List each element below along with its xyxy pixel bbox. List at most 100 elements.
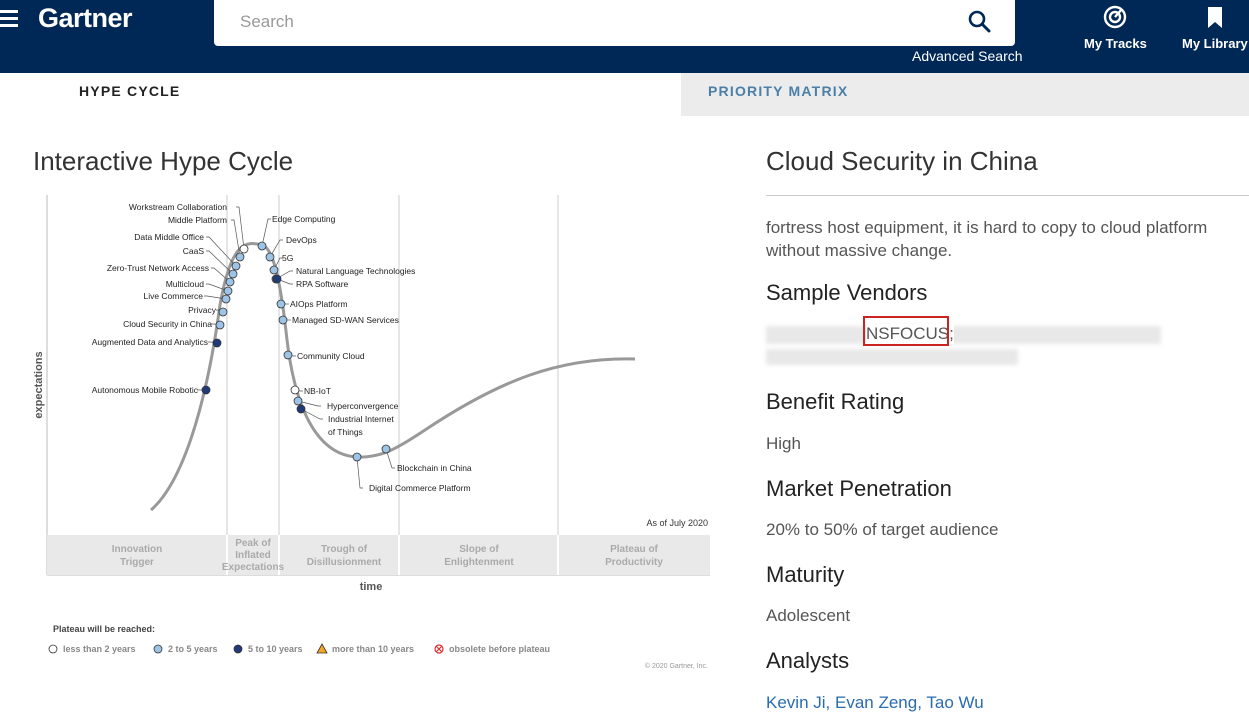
technology-label[interactable]: Multicloud bbox=[166, 279, 205, 289]
technology-marker[interactable]: Autonomous Mobile Robotic bbox=[92, 385, 211, 395]
technology-marker[interactable]: Managed SD-WAN Services bbox=[278, 315, 399, 325]
technology-dot[interactable] bbox=[276, 299, 286, 309]
technology-dot[interactable] bbox=[215, 320, 225, 330]
technology-marker[interactable]: Augmented Data and Analytics bbox=[92, 337, 222, 348]
tab-hype-cycle-label: HYPE CYCLE bbox=[79, 83, 181, 99]
legend-marker bbox=[316, 643, 328, 654]
technology-label[interactable]: CaaS bbox=[183, 246, 205, 256]
technology-dot[interactable] bbox=[231, 261, 241, 271]
technology-label[interactable]: Live Commerce bbox=[143, 291, 203, 301]
legend-marker bbox=[153, 644, 163, 654]
technology-marker[interactable]: Workstream Collaboration bbox=[129, 202, 249, 254]
technology-marker[interactable]: Live Commerce bbox=[143, 291, 231, 304]
technology-marker[interactable]: 5G bbox=[269, 253, 293, 275]
technology-label[interactable]: AIOps Platform bbox=[290, 299, 348, 309]
technology-marker[interactable]: Multicloud bbox=[166, 279, 233, 296]
technology-dot[interactable] bbox=[265, 252, 275, 262]
technology-marker[interactable]: Blockchain in China bbox=[381, 444, 472, 473]
technology-label[interactable]: Augmented Data and Analytics bbox=[92, 337, 208, 347]
technology-dot[interactable] bbox=[269, 265, 279, 275]
technology-label[interactable]: Autonomous Mobile Robotic bbox=[92, 385, 199, 395]
technology-dot[interactable] bbox=[223, 286, 233, 296]
y-axis-label: expectations bbox=[33, 351, 45, 418]
bookmark-icon bbox=[1207, 7, 1222, 28]
technology-dot[interactable] bbox=[278, 315, 288, 325]
technology-marker[interactable]: RPA Software bbox=[272, 274, 349, 289]
technology-label[interactable]: Industrial Internet of Things bbox=[328, 414, 394, 437]
technology-marker[interactable]: Edge Computing bbox=[257, 214, 336, 251]
technology-dot[interactable] bbox=[296, 404, 306, 414]
technology-marker[interactable]: Privacy bbox=[188, 305, 228, 317]
technology-label[interactable]: Data Middle Office bbox=[134, 232, 204, 242]
technology-marker[interactable]: Zero-Trust Network Access bbox=[107, 263, 235, 287]
technology-label[interactable]: Community Cloud bbox=[297, 351, 365, 361]
vendor-highlight-box bbox=[863, 316, 949, 346]
technology-dot[interactable] bbox=[212, 338, 222, 348]
tab-hype-cycle[interactable]: HYPE CYCLE bbox=[0, 73, 681, 116]
technology-label[interactable]: Zero-Trust Network Access bbox=[107, 263, 209, 273]
technology-dot[interactable] bbox=[225, 277, 235, 287]
technology-dot[interactable] bbox=[235, 252, 245, 262]
technology-label[interactable]: 5G bbox=[282, 253, 293, 263]
technology-marker[interactable]: Industrial Internet of Things bbox=[296, 404, 394, 437]
hype-cycle-chart: Innovation Trigger Peak of Inflated Expecta… bbox=[33, 195, 710, 670]
analysts-heading: Analysts bbox=[766, 648, 850, 673]
technology-label[interactable]: Privacy bbox=[188, 305, 217, 315]
technology-label[interactable]: Blockchain in China bbox=[397, 463, 472, 473]
technology-dot[interactable] bbox=[272, 274, 282, 284]
legend-title: Plateau will be reached: bbox=[53, 624, 155, 634]
technology-label[interactable]: Workstream Collaboration bbox=[129, 202, 227, 212]
technology-label[interactable]: Edge Computing bbox=[272, 214, 336, 224]
search-icon[interactable] bbox=[966, 8, 994, 36]
technology-label[interactable]: RPA Software bbox=[296, 279, 349, 289]
my-tracks-button[interactable]: My Tracks bbox=[1084, 4, 1147, 51]
technology-dot[interactable] bbox=[381, 444, 391, 454]
analyst-link[interactable]: Evan Zeng bbox=[834, 693, 918, 712]
technology-label[interactable]: Natural Language Technologies bbox=[296, 266, 415, 276]
technology-label[interactable]: Managed SD-WAN Services bbox=[292, 315, 399, 325]
analyst-link[interactable]: Tao Wu bbox=[926, 693, 984, 712]
technology-marker[interactable]: Cloud Security in China bbox=[123, 319, 225, 330]
technology-dot[interactable] bbox=[221, 294, 231, 304]
technology-label[interactable]: Hyperconvergence bbox=[327, 401, 399, 411]
gartner-logo[interactable]: Gartner bbox=[38, 3, 133, 34]
technology-marker[interactable]: AIOps Platform bbox=[276, 299, 348, 309]
technology-label[interactable]: Digital Commerce Platform bbox=[369, 483, 471, 493]
search-input[interactable] bbox=[240, 10, 940, 34]
copyright: © 2020 Gartner, Inc. bbox=[645, 662, 708, 670]
technology-marker[interactable]: Middle Platform bbox=[168, 215, 245, 262]
benefit-rating-value: High bbox=[766, 434, 801, 453]
technology-dot[interactable] bbox=[218, 307, 228, 317]
technology-marker[interactable]: DevOps bbox=[265, 235, 317, 262]
technology-label[interactable]: NB-IoT bbox=[304, 386, 331, 396]
technology-dot[interactable] bbox=[293, 396, 303, 406]
sample-vendors-list: NSFOCUS; bbox=[766, 316, 1166, 368]
phase-innovation-trigger: Innovation Trigger bbox=[112, 544, 163, 568]
technology-marker[interactable]: Hyperconvergence bbox=[293, 396, 399, 411]
hamburger-menu-icon[interactable] bbox=[0, 10, 18, 30]
phase-band bbox=[47, 535, 710, 575]
technology-marker[interactable]: CaaS bbox=[183, 246, 238, 279]
technology-label[interactable]: DevOps bbox=[286, 235, 317, 245]
advanced-search-link[interactable]: Advanced Search bbox=[912, 48, 1023, 64]
technology-dot[interactable] bbox=[283, 350, 293, 360]
technology-marker[interactable]: Community Cloud bbox=[283, 350, 365, 361]
technology-dot[interactable] bbox=[352, 452, 362, 462]
technology-label[interactable]: Cloud Security in China bbox=[123, 319, 212, 329]
technology-marker[interactable]: Digital Commerce Platform bbox=[352, 452, 471, 493]
technology-label[interactable]: Middle Platform bbox=[168, 215, 227, 225]
analyst-link[interactable]: Kevin Ji bbox=[766, 693, 826, 712]
tab-priority-matrix[interactable]: PRIORITY MATRIX bbox=[681, 73, 1249, 116]
technology-dot[interactable] bbox=[201, 385, 211, 395]
technology-dot[interactable] bbox=[239, 244, 249, 254]
my-library-button[interactable]: My Library bbox=[1182, 4, 1248, 51]
technology-dot[interactable] bbox=[290, 385, 300, 395]
technology-marker[interactable]: Data Middle Office bbox=[134, 232, 241, 271]
legend-label: 5 to 10 years bbox=[248, 644, 303, 654]
technology-marker[interactable]: NB-IoT bbox=[290, 385, 331, 396]
maturity-heading: Maturity bbox=[766, 562, 845, 587]
redacted-vendors bbox=[766, 349, 1018, 365]
technology-dot[interactable] bbox=[228, 269, 238, 279]
tab-priority-matrix-label: PRIORITY MATRIX bbox=[708, 83, 849, 99]
technology-dot[interactable] bbox=[257, 241, 267, 251]
